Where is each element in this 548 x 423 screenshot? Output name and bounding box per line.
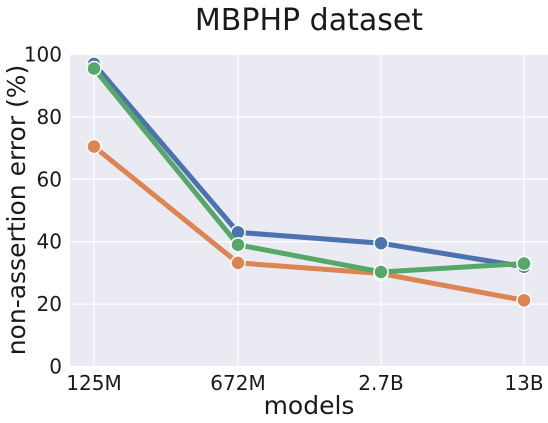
y-tick-label: 60 bbox=[37, 167, 62, 191]
y-axis-label: non-assertion error (%) bbox=[2, 65, 31, 356]
x-tick-labels: 125M 672M 2.7B 13B bbox=[66, 371, 543, 395]
data-point bbox=[516, 255, 532, 272]
data-point bbox=[373, 235, 389, 252]
data-point bbox=[516, 292, 532, 309]
plot-background bbox=[70, 54, 548, 367]
y-tick-label: 80 bbox=[37, 105, 62, 129]
x-tick-label: 2.7B bbox=[358, 371, 404, 395]
data-point bbox=[86, 60, 102, 77]
data-point bbox=[230, 255, 246, 271]
data-point bbox=[86, 138, 102, 155]
x-axis-label: models bbox=[264, 391, 355, 420]
y-tick-label: 100 bbox=[24, 43, 62, 67]
y-tick-label: 0 bbox=[49, 355, 62, 379]
x-tick-label: 13B bbox=[504, 371, 543, 395]
series-layer bbox=[86, 56, 532, 309]
x-tick-label: 672M bbox=[210, 371, 265, 395]
data-point bbox=[373, 264, 389, 280]
grid bbox=[70, 53, 548, 368]
chart-title: MBPHP dataset bbox=[195, 3, 423, 38]
y-tick-label: 40 bbox=[37, 230, 62, 254]
y-tick-labels: 0 20 40 60 80 100 bbox=[24, 43, 62, 379]
series-line bbox=[91, 144, 527, 303]
series-3 bbox=[86, 60, 532, 280]
series-line bbox=[91, 66, 527, 275]
x-tick-label: 125M bbox=[66, 371, 121, 395]
series-line bbox=[91, 61, 527, 270]
data-point bbox=[230, 237, 246, 253]
y-tick-label: 20 bbox=[37, 292, 62, 316]
